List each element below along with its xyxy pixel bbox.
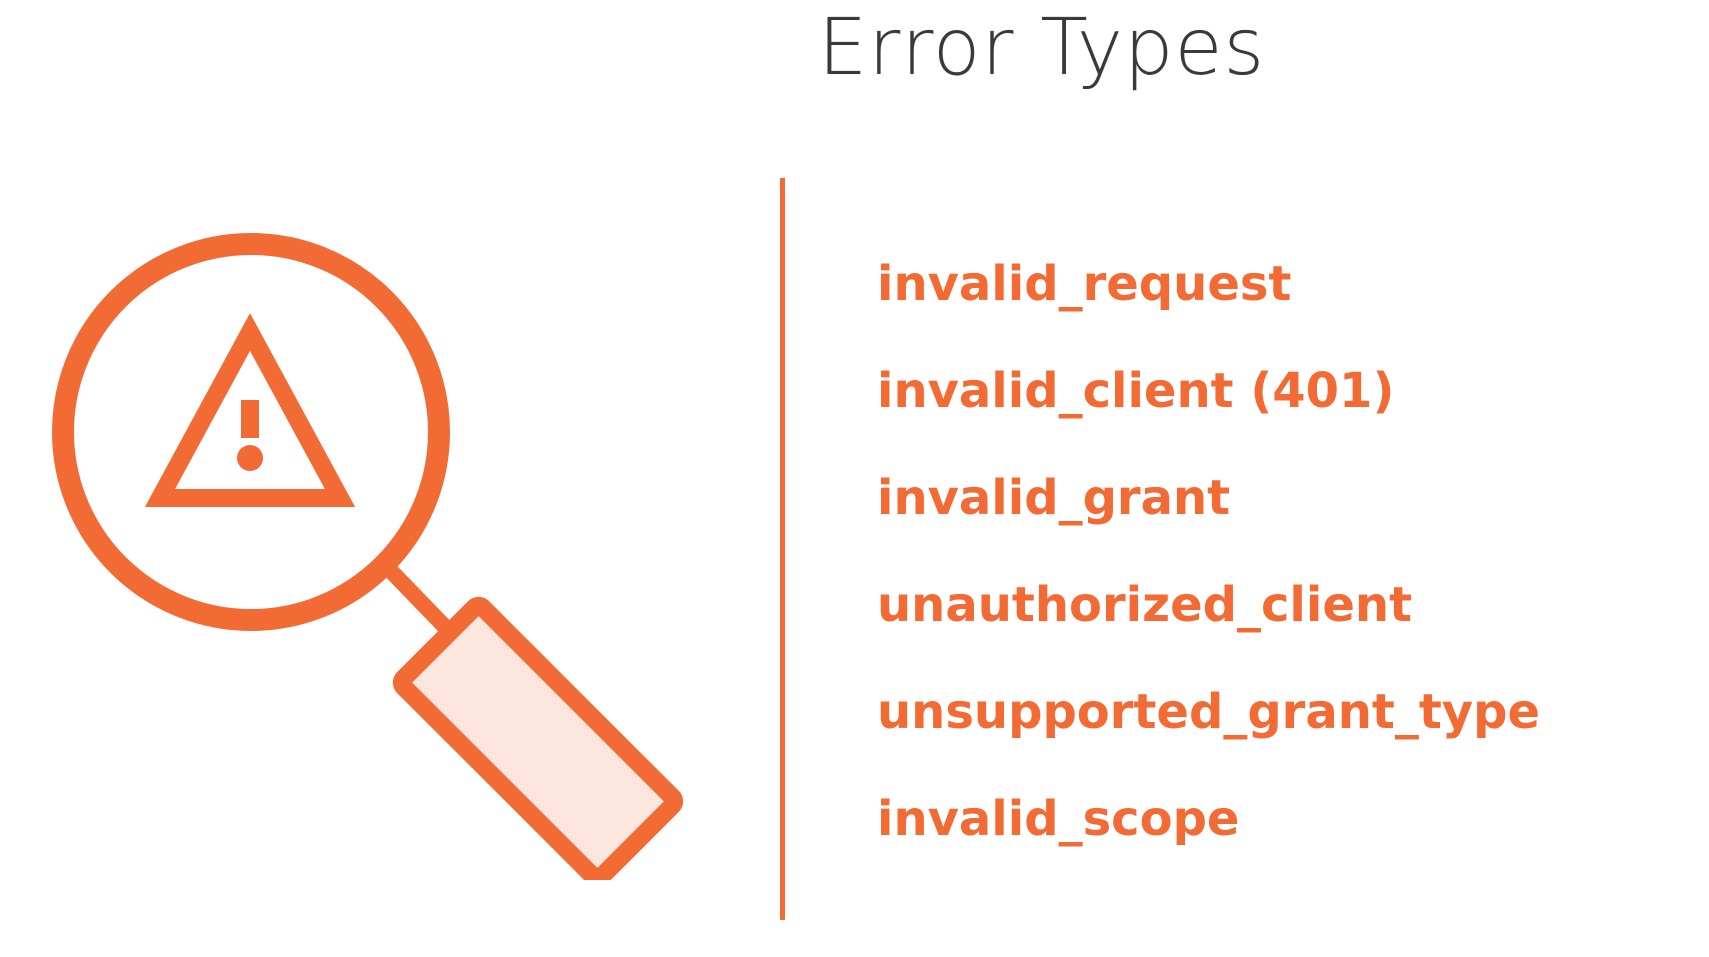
- error-type-list: invalid_request invalid_client (401) inv…: [877, 252, 1540, 894]
- slide-title: Error Types: [818, 3, 1266, 93]
- error-type-item: invalid_request: [877, 256, 1292, 312]
- magnifier-warning-icon: [52, 233, 684, 880]
- error-type-item: unsupported_grant_type: [877, 684, 1540, 740]
- error-type-item: invalid_client (401): [877, 363, 1395, 419]
- error-type-item: invalid_grant: [877, 470, 1231, 526]
- error-type-item: unauthorized_client: [877, 577, 1413, 633]
- magnifier-lens: [52, 233, 450, 631]
- vertical-divider: [780, 178, 785, 920]
- error-type-item: invalid_scope: [877, 791, 1240, 847]
- magnifier-handle: [392, 596, 684, 880]
- warning-icon: [144, 313, 356, 507]
- magnifier-neck: [384, 564, 454, 636]
